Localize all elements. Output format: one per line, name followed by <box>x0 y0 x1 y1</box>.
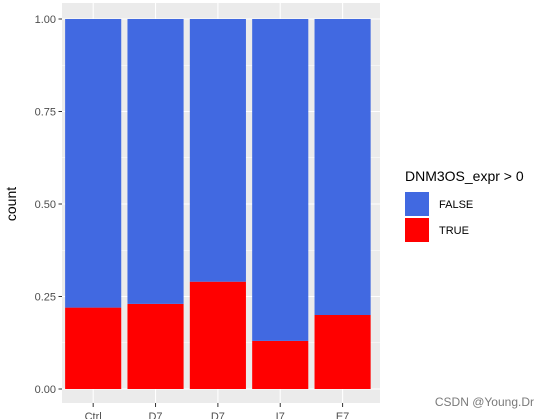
bar-true-1 <box>127 303 184 389</box>
bar-false-3 <box>252 19 309 341</box>
y-axis-title: count <box>3 187 19 221</box>
legend-title: DNM3OS_expr > 0 <box>405 168 524 184</box>
bar-false-1 <box>127 19 184 304</box>
legend-items: FALSE TRUE <box>405 192 473 242</box>
legend-key-true <box>405 218 429 242</box>
x-tick-label: Ctrl <box>85 411 102 419</box>
x-tick-label: D7 <box>148 411 162 419</box>
legend-key-false <box>405 192 429 216</box>
y-tick-label: 0.25 <box>35 292 56 304</box>
bar-false-4 <box>314 19 371 315</box>
x-tick-label: D7 <box>211 411 225 419</box>
bar-true-3 <box>252 340 309 389</box>
y-tick-label: 0.50 <box>35 199 56 211</box>
y-tick-label: 0.75 <box>35 107 56 119</box>
watermark: CSDN @Young.Dr <box>434 395 534 409</box>
legend-label-true: TRUE <box>439 225 469 237</box>
bar-true-2 <box>189 281 246 389</box>
bar-true-0 <box>65 307 122 389</box>
y-tick-label: 1.00 <box>35 14 56 26</box>
bar-false-0 <box>65 19 122 308</box>
bar-true-4 <box>314 315 371 389</box>
bar-false-2 <box>189 19 246 282</box>
x-axis: Ctrl D7 D7 I7 E7 <box>85 403 349 419</box>
y-axis: 0.00 0.25 0.50 0.75 1.00 <box>35 14 62 396</box>
x-tick-label: E7 <box>336 411 349 419</box>
legend-label-false: FALSE <box>439 199 473 211</box>
y-tick-label: 0.00 <box>35 384 56 396</box>
legend: DNM3OS_expr > 0 FALSE TRUE <box>405 168 524 242</box>
bars <box>65 19 371 389</box>
x-tick-label: I7 <box>276 411 285 419</box>
